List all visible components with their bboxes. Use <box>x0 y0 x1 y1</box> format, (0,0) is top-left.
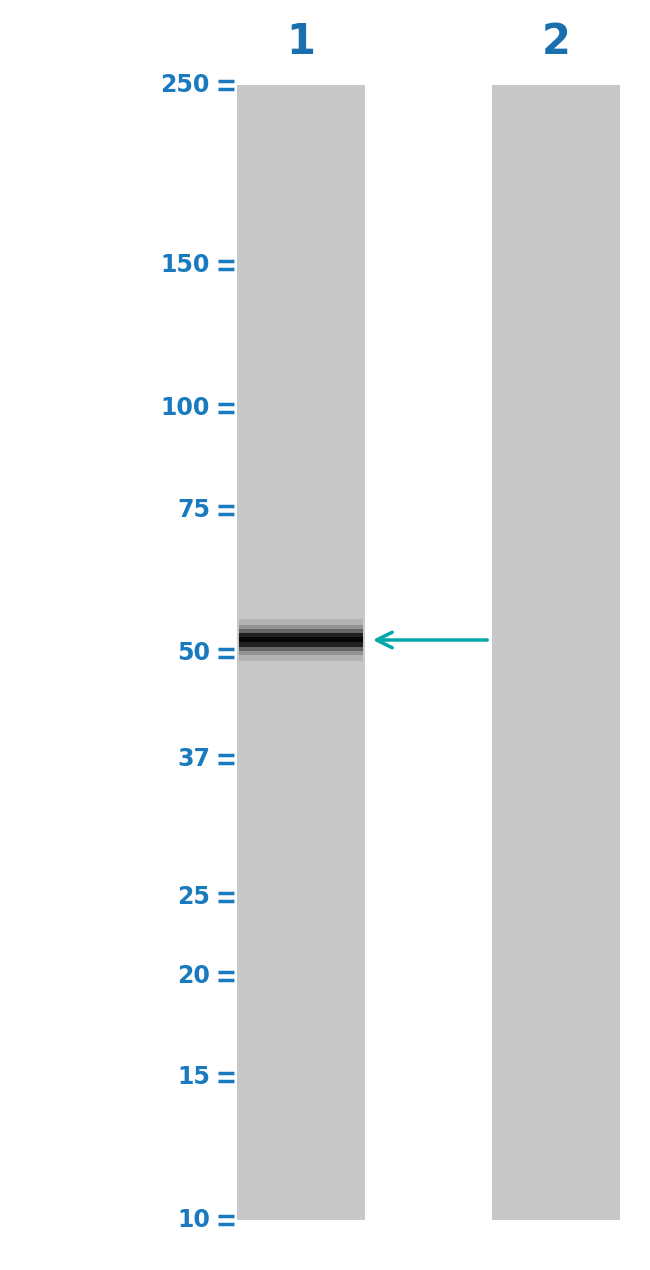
Text: 75: 75 <box>177 498 210 522</box>
Text: 100: 100 <box>161 396 210 420</box>
Text: 50: 50 <box>177 640 210 664</box>
Text: 1: 1 <box>287 22 315 64</box>
Text: 15: 15 <box>177 1066 210 1090</box>
Bar <box>239 638 363 643</box>
Text: 25: 25 <box>177 885 210 909</box>
Text: 150: 150 <box>161 253 210 277</box>
Bar <box>239 618 363 660</box>
Bar <box>239 632 363 646</box>
Bar <box>492 85 620 1220</box>
Text: 2: 2 <box>541 22 571 64</box>
Text: 20: 20 <box>177 964 210 988</box>
Bar <box>237 85 365 1220</box>
Text: 37: 37 <box>177 747 210 771</box>
Text: 10: 10 <box>177 1208 210 1232</box>
Bar <box>239 629 363 652</box>
Text: 250: 250 <box>161 72 210 97</box>
Bar <box>239 625 363 655</box>
